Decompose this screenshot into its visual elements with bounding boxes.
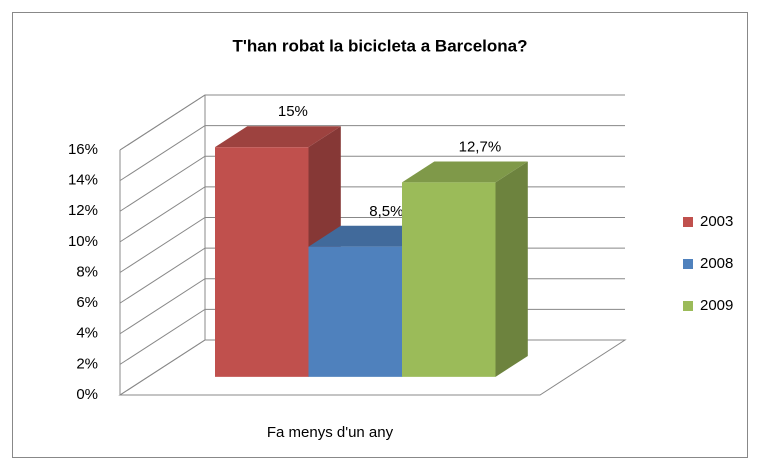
legend-swatch <box>683 301 693 311</box>
bar-top <box>215 126 341 148</box>
legend-swatch <box>683 217 693 227</box>
value-label: 15% <box>278 103 308 120</box>
y-tick-label: 12% <box>68 202 98 219</box>
y-tick-label: 14% <box>68 172 98 189</box>
y-tick-label: 16% <box>68 141 98 158</box>
grid-line <box>119 125 625 182</box>
y-tick-label: 8% <box>76 263 98 280</box>
legend-label: 2003 <box>700 213 733 230</box>
bar-top <box>402 161 528 183</box>
legend-label: 2008 <box>700 255 733 272</box>
value-label: 8,5% <box>369 203 403 220</box>
bar <box>215 147 309 377</box>
legend-swatch <box>683 259 693 269</box>
y-tick-label: 10% <box>68 233 98 250</box>
chart-title: T'han robat la bicicleta a Barcelona? <box>232 36 527 55</box>
x-tick-label: Fa menys d'un any <box>267 424 394 441</box>
legend-label: 2009 <box>700 297 733 314</box>
y-tick-label: 0% <box>76 386 98 403</box>
bar <box>308 246 402 377</box>
y-tick-label: 4% <box>76 325 98 342</box>
bar <box>402 182 496 377</box>
value-label: 12,7% <box>459 138 502 155</box>
y-tick-label: 2% <box>76 355 98 372</box>
grid-line <box>119 94 625 151</box>
y-tick-label: 6% <box>76 294 98 311</box>
bar-side <box>495 161 528 377</box>
grid-line <box>119 155 625 212</box>
